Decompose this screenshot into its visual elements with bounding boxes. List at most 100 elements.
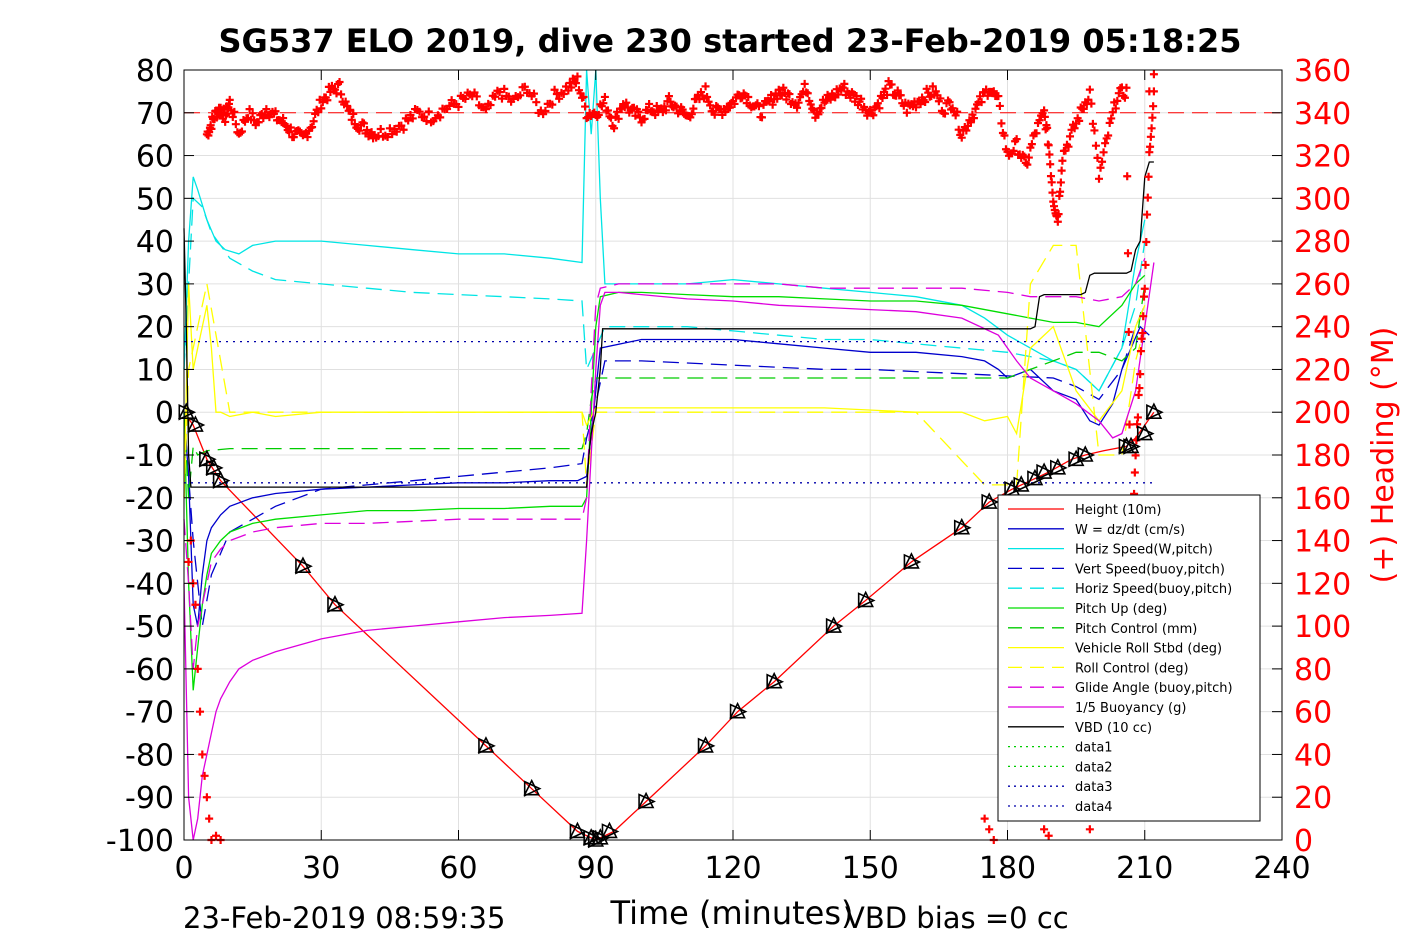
heading-point [812,109,821,118]
heading-point [1057,166,1066,175]
heading-point [902,108,911,117]
heading-point [1138,329,1147,338]
heading-point [1091,141,1100,150]
heading-point [869,111,878,120]
heading-point [1040,825,1049,834]
heading-point [193,664,202,673]
heading-point [1043,123,1052,132]
point-marker-up [1136,423,1154,441]
heading-point [1142,238,1151,247]
heading-point [286,123,295,132]
point-marker-right [601,823,620,840]
heading-point [1141,260,1150,269]
heading-point [567,83,576,92]
x-tick-label: 240 [1253,851,1310,886]
heading-point [928,82,937,91]
series-layer [183,69,1155,841]
heading-point [782,95,791,104]
heading-point [1046,160,1055,169]
heading-point [703,92,712,101]
heading-point [225,95,234,104]
heading-point [1023,160,1032,169]
heading-point [308,123,317,132]
heading-layer [184,70,1282,844]
right-tick-label: 280 [1294,225,1351,260]
heading-point [1064,142,1073,151]
heading-point [785,90,794,99]
point-marker-up [294,556,312,574]
heading-point [931,87,940,96]
left-tick-label: -40 [125,567,174,602]
heading-point [1066,132,1075,141]
heading-point [184,557,193,566]
heading-point [1070,124,1079,133]
heading-point [359,119,368,128]
legend-label: Glide Angle (buoy,pitch) [1075,681,1233,696]
legend-label: Height (10m) [1075,503,1161,518]
heading-point [1085,85,1094,94]
series-vert_buoy [183,305,1146,627]
heading-point [957,133,966,142]
heading-point [570,77,579,86]
heading-point [399,125,408,134]
left-tick-label: 0 [155,396,174,431]
heading-point [1032,129,1041,138]
heading-point [1087,99,1096,108]
point-marker-right [729,703,748,720]
point-marker-up [765,671,783,689]
point-marker-right [1068,451,1087,468]
heading-point [309,117,318,126]
heading-point [1040,112,1049,121]
point-marker-right [1123,438,1141,455]
heading-point [1044,831,1053,840]
heading-point [207,124,216,133]
heading-point [744,92,753,101]
point-marker-up [1049,458,1067,475]
heading-point [1047,178,1056,187]
point-marker-right [903,553,922,571]
heading-point [754,102,763,111]
heading-point [640,114,649,123]
heading-point [779,83,788,92]
point-marker-right [1013,476,1032,494]
heading-point [355,126,364,135]
heading-point [1056,187,1065,196]
heading-point [323,96,332,105]
heading-point [236,128,245,137]
heading-point [857,94,866,103]
heading-point [383,133,392,142]
point-marker-right [212,472,231,489]
right-tick-label: 300 [1294,182,1351,217]
point-marker-up [477,736,495,753]
point-marker-up [825,616,842,633]
heading-point [814,110,823,119]
heading-point [1012,135,1021,144]
legend-label: Vert Speed(buoy,pitch) [1075,562,1225,577]
heading-point [600,92,609,101]
point-marker-right [187,416,206,434]
right-tick-label: 160 [1294,482,1351,517]
heading-point [491,92,500,101]
legend-label: W = dz/dt (cm/s) [1075,523,1185,538]
left-tick-label: -70 [125,696,174,731]
heading-point [945,98,954,107]
point-marker-right [981,493,1000,511]
legend-label: data2 [1075,760,1113,775]
heading-point [852,91,861,100]
heading-point [1058,156,1067,165]
heading-point [822,96,831,105]
point-marker-up [857,590,874,608]
point-marker-up [980,492,998,509]
heading-point [594,110,603,119]
right-tick-label: 80 [1294,653,1332,688]
point-marker-right [178,403,197,421]
heading-point [994,92,1003,101]
heading-point [397,121,406,130]
x-axis-label: Time (minutes) [610,894,854,932]
heading-point [768,100,777,109]
series-vbd [183,161,1154,488]
heading-point [532,98,541,107]
heading-point [1107,114,1116,123]
x-tick-label: 180 [979,851,1036,886]
